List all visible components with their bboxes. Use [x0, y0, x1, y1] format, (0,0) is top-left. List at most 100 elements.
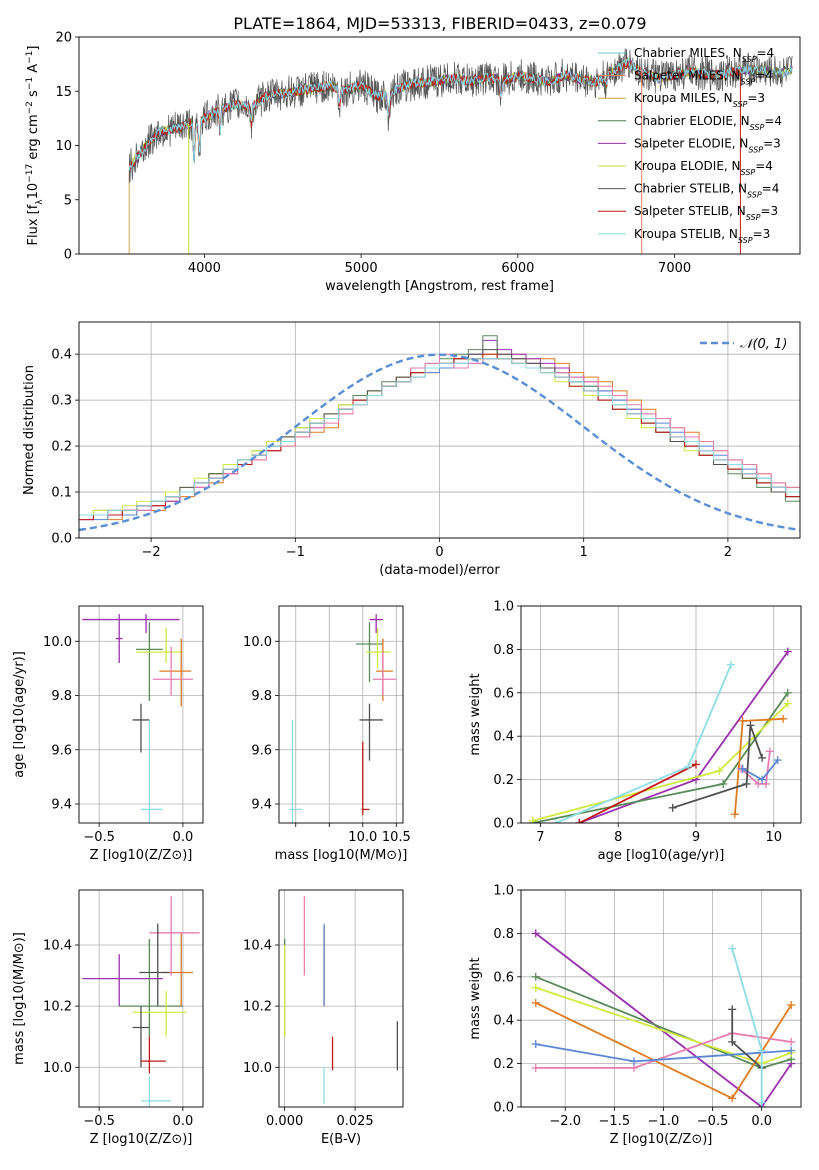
- y-tick-label: 10.0: [43, 635, 72, 650]
- axes-frame: [520, 605, 802, 824]
- weight_vs_Z-lines: [531, 929, 796, 1107]
- y-tick-label: 9.4: [251, 798, 272, 813]
- weight-series-line: [672, 725, 763, 809]
- x-axis-label: E(B-V): [321, 1132, 361, 1147]
- axes-frame: [278, 605, 404, 824]
- y-axis-label: age [log10(age/yr)]: [12, 651, 27, 778]
- panel-mass_vs_EBV: 0.000 0.025 10.0 10.2 10.4 E(B-V): [243, 889, 404, 1147]
- axes-frame: [78, 605, 204, 824]
- x-axis-label: Z [log10(Z/Z⊙)]: [90, 848, 193, 863]
- y-tick-label: 5: [64, 193, 72, 208]
- spectrum-lines: [128, 48, 793, 254]
- axes-frame: [78, 36, 801, 255]
- x-tick-label: −2.0: [549, 1114, 581, 1129]
- panel-mass_vs_Z: −0.5 0.0 10.0 10.2 10.4 Z [log10(Z/Z⊙)] mass […: [12, 889, 204, 1147]
- weight-series-line: [535, 1032, 792, 1069]
- x-tick-label: 0: [435, 545, 443, 560]
- legend-label: Salpeter ELODIE, NSSP=3: [634, 136, 781, 154]
- y-tick-label: 0.6: [493, 970, 514, 985]
- spectrum-series-line: [128, 59, 741, 254]
- y-tick-label: 0.2: [493, 1057, 514, 1072]
- panel-residuals: −2 −1 0 1 2 0.0 0.1 0.2 0.3 0.4 (data-model)/error…: [22, 321, 801, 578]
- y-tick-label: 10.0: [243, 635, 272, 650]
- legend-label: Chabrier ELODIE, NSSP=4: [634, 114, 782, 132]
- x-tick-label: 0.0: [173, 1114, 194, 1129]
- legend-label: Salpeter STELIB, NSSP=3: [634, 204, 778, 222]
- x-tick-label: 9: [692, 830, 700, 845]
- y-axis-label: mass [log10(M/M⊙)]: [12, 932, 27, 1065]
- legend-label: 𝒩(0, 1): [740, 337, 787, 352]
- figure-title: PLATE=1864, MJD=53313, FIBERID=0433, z=0…: [233, 14, 646, 33]
- legend-label: Chabrier MILES, NSSP=4: [634, 46, 774, 64]
- y-tick-label: 20: [55, 31, 72, 46]
- y-tick-label: 10.0: [43, 1061, 72, 1076]
- y-tick-label: 0.0: [493, 817, 514, 832]
- spectrum-series-line: [128, 58, 793, 171]
- x-axis-label: age [log10(age/yr)]: [598, 848, 725, 863]
- y-tick-label: 0.2: [493, 773, 514, 788]
- x-tick-label: −1.5: [599, 1114, 631, 1129]
- panel-weight_vs_Z: −2.0 −1.5 −1.0 −0.5 0.0 0.0 0.2 0.4 0.6 0.8 1.0 Z […: [468, 884, 802, 1147]
- y-axis-label: Flux [fλ10−17 erg cm−2 s−1 A−1]: [25, 46, 45, 246]
- y-tick-label: 0.0: [493, 1101, 514, 1116]
- y-tick-label: 10.4: [243, 939, 272, 954]
- x-tick-label: 0.025: [336, 1114, 373, 1129]
- x-tick-label: −1: [286, 545, 305, 560]
- y-tick-label: 0.8: [493, 927, 514, 942]
- mass_vs_Z-points: [82, 896, 200, 1107]
- y-axis-label: mass weight: [468, 673, 483, 755]
- histogram-series: [79, 358, 800, 538]
- x-tick-label: −0.5: [83, 1114, 115, 1129]
- x-tick-label: 2: [724, 545, 732, 560]
- legend-label: Kroupa STELIB, NSSP=3: [634, 227, 770, 245]
- axes-frame: [278, 889, 404, 1108]
- x-axis-label: wavelength [Angstrom, rest frame]: [325, 279, 554, 294]
- x-tick-label: 10.5: [382, 830, 411, 845]
- gaussian-curve: [79, 353, 800, 532]
- weight_vs_age-lines: [528, 647, 792, 823]
- x-tick-label: 8: [614, 830, 622, 845]
- axes-frame: [78, 321, 801, 539]
- y-axis-label: mass weight: [468, 957, 483, 1039]
- panel-age_vs_mass: 10.0 10.5 9.4 9.6 9.8 10.0 mass [log10(M/M⊙)]: [243, 605, 411, 863]
- weight-series-line: [535, 932, 792, 1107]
- x-tick-label: 7000: [658, 261, 691, 276]
- y-tick-label: 10: [55, 139, 72, 154]
- x-tick-label: 10: [766, 830, 783, 845]
- histograms: [79, 335, 800, 538]
- y-tick-label: 9.6: [251, 743, 272, 758]
- age_vs_mass-points: [289, 614, 397, 823]
- panel-age_vs_Z: −0.5 0.0 9.4 9.6 9.8 10.0 Z [log10(Z/Z⊙)] age […: [12, 605, 204, 863]
- y-tick-label: 9.8: [51, 689, 72, 704]
- x-tick-label: −0.5: [83, 830, 115, 845]
- y-tick-label: 1.0: [493, 884, 514, 899]
- x-tick-label: 10.0: [348, 830, 377, 845]
- y-tick-label: 10.2: [243, 1000, 272, 1015]
- x-axis-label: Z [log10(Z/Z⊙)]: [610, 1132, 713, 1147]
- y-tick-label: 10.0: [243, 1061, 272, 1076]
- y-tick-label: 1.0: [493, 600, 514, 615]
- legend-label: Kroupa MILES, NSSP=3: [634, 91, 765, 109]
- y-tick-label: 9.8: [251, 689, 272, 704]
- y-tick-label: 0.8: [493, 643, 514, 658]
- y-tick-label: 10.2: [43, 1000, 72, 1015]
- y-tick-label: 10.4: [43, 939, 72, 954]
- x-axis-label: Z [log10(Z/Z⊙)]: [90, 1132, 193, 1147]
- weight-series-line: [578, 763, 697, 823]
- y-tick-label: 0: [64, 248, 72, 263]
- x-tick-label: 4000: [188, 261, 221, 276]
- x-tick-label: −1.0: [648, 1114, 680, 1129]
- x-tick-label: 7: [536, 830, 544, 845]
- legend-label: Kroupa ELODIE, NSSP=4: [634, 159, 773, 177]
- spectrum-legend: Chabrier MILES, NSSP=4 Salpeter MILES, NS…: [598, 46, 782, 244]
- y-tick-label: 0.4: [493, 1014, 514, 1029]
- panel-weight_vs_age: 7 8 9 10 0.0 0.2 0.4 0.6 0.8 1.0 age [log10(age/yr…: [468, 600, 802, 863]
- legend-label: Chabrier STELIB, NSSP=4: [634, 182, 779, 200]
- y-tick-label: 9.6: [51, 743, 72, 758]
- x-tick-label: 1: [580, 545, 588, 560]
- x-tick-label: 0.000: [266, 1114, 303, 1129]
- x-tick-label: 5000: [345, 261, 378, 276]
- legend-label: Salpeter MILES, NSSP=4: [634, 69, 773, 87]
